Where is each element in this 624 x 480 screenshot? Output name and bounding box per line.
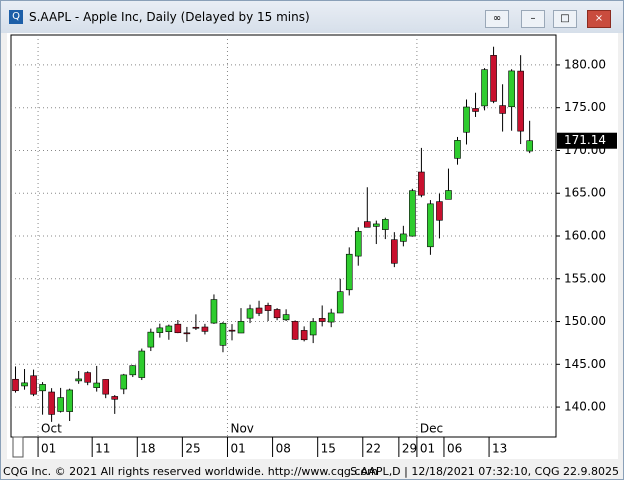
candle-body bbox=[120, 374, 128, 390]
y-tick-label: 180.00 bbox=[564, 57, 606, 71]
candle-body bbox=[336, 291, 344, 314]
candle-body bbox=[237, 321, 245, 334]
candle-body bbox=[192, 326, 200, 329]
candle-body bbox=[318, 318, 326, 322]
candle-body bbox=[111, 396, 119, 400]
candle-body bbox=[309, 321, 317, 336]
candle-body bbox=[345, 253, 353, 291]
candle-body bbox=[246, 308, 254, 319]
x-tick-label: 01 bbox=[230, 442, 245, 456]
candle-body bbox=[201, 326, 209, 332]
candle-body bbox=[75, 378, 82, 382]
candle-body bbox=[219, 322, 227, 346]
x-tick-label: 08 bbox=[276, 442, 291, 456]
candle-body bbox=[418, 171, 425, 196]
candle-body bbox=[12, 378, 19, 392]
y-tick-label: 140.00 bbox=[564, 400, 606, 414]
candle-body bbox=[499, 105, 506, 114]
month-label: Nov bbox=[230, 422, 253, 436]
candle-body bbox=[327, 312, 335, 323]
y-tick-label: 165.00 bbox=[564, 186, 606, 200]
link-button[interactable]: ∞ bbox=[485, 10, 509, 28]
x-tick-label: 22 bbox=[366, 442, 381, 456]
candle-body bbox=[156, 327, 164, 333]
candle-body bbox=[39, 384, 46, 392]
scroll-box[interactable] bbox=[12, 436, 24, 458]
minimize-button[interactable]: – bbox=[521, 10, 545, 28]
month-label: Oct bbox=[41, 422, 62, 436]
candle-body bbox=[373, 223, 380, 227]
close-button[interactable]: × bbox=[587, 10, 611, 28]
x-tick-label: 11 bbox=[95, 442, 110, 456]
candle-body bbox=[147, 331, 155, 348]
candle-body bbox=[291, 321, 299, 340]
candle-body bbox=[300, 330, 308, 341]
candle-body bbox=[363, 221, 371, 228]
last-price-label: 171.14 bbox=[564, 133, 606, 147]
candle-body bbox=[508, 70, 515, 108]
candle-body bbox=[228, 329, 236, 332]
candle-body bbox=[463, 106, 470, 133]
x-tick-label: 18 bbox=[140, 442, 155, 456]
month-label: Dec bbox=[420, 422, 443, 436]
footer-left: CQG Inc. © 2021 All rights reserved worl… bbox=[3, 465, 378, 478]
candle-body bbox=[174, 323, 182, 334]
x-tick-label: 01 bbox=[420, 442, 435, 456]
chart-background bbox=[7, 33, 618, 459]
candle-body bbox=[183, 332, 191, 335]
x-tick-label: 15 bbox=[321, 442, 336, 456]
y-tick-label: 145.00 bbox=[564, 357, 606, 371]
candle-body bbox=[129, 365, 137, 376]
app-icon: Q bbox=[9, 10, 23, 24]
x-tick-label: 29 bbox=[402, 442, 417, 456]
candle-body bbox=[30, 375, 37, 395]
candle-body bbox=[436, 201, 443, 221]
candle-body bbox=[391, 239, 398, 264]
candle-body bbox=[490, 55, 497, 102]
candle-body bbox=[57, 397, 64, 412]
candle-body bbox=[138, 350, 146, 378]
candle-body bbox=[282, 314, 290, 321]
candle-body bbox=[66, 389, 73, 412]
x-tick-label: 06 bbox=[447, 442, 462, 456]
footer-right: S.AAPL,D | 12/18/2021 07:32:10, CQG 22.9… bbox=[350, 465, 619, 478]
y-tick-label: 160.00 bbox=[564, 229, 606, 243]
chart: 140.00145.00150.00155.00160.00165.00170.… bbox=[7, 33, 618, 459]
candle-body bbox=[165, 325, 173, 333]
y-tick-label: 150.00 bbox=[564, 314, 606, 328]
candle-body bbox=[264, 305, 272, 311]
candle-body bbox=[517, 70, 524, 132]
candle-body bbox=[382, 219, 389, 230]
candle-body bbox=[526, 140, 533, 152]
candle-body bbox=[210, 299, 218, 324]
candle-body bbox=[481, 69, 488, 107]
candle-body bbox=[409, 190, 416, 237]
x-tick-label: 25 bbox=[185, 442, 200, 456]
candle-body bbox=[102, 379, 110, 395]
candle-body bbox=[273, 309, 281, 319]
candle-body bbox=[93, 382, 100, 388]
candle-body bbox=[454, 140, 461, 159]
candle-body bbox=[400, 233, 407, 242]
x-tick-label: 01 bbox=[41, 442, 56, 456]
candle-body bbox=[255, 307, 263, 314]
last-price-box bbox=[557, 132, 617, 149]
y-tick-label: 175.00 bbox=[564, 100, 606, 114]
candle-body bbox=[21, 382, 28, 387]
candle-body bbox=[445, 190, 452, 200]
candle-body bbox=[354, 230, 362, 257]
maximize-button[interactable]: □ bbox=[553, 10, 577, 28]
x-tick-label: 13 bbox=[492, 442, 507, 456]
y-tick-label: 155.00 bbox=[564, 271, 606, 285]
candle-body bbox=[84, 372, 91, 383]
candle-body bbox=[472, 108, 479, 112]
candle-body bbox=[48, 391, 55, 415]
title-bar: Q S.AAPL - Apple Inc, Daily (Delayed by … bbox=[1, 1, 623, 33]
candle-body bbox=[427, 203, 434, 248]
window-title: S.AAPL - Apple Inc, Daily (Delayed by 15… bbox=[29, 10, 310, 24]
